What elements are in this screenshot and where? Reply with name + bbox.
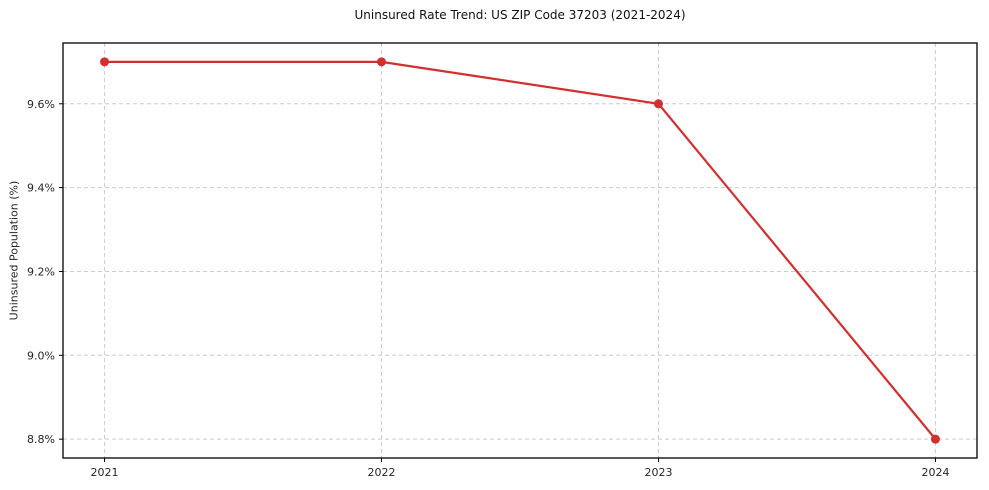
y-tick-label: 9.0%: [27, 349, 55, 362]
data-point-marker: [377, 57, 387, 67]
x-tick-label: 2024: [921, 466, 949, 479]
x-tick-label: 2022: [368, 466, 396, 479]
chart-title: Uninsured Rate Trend: US ZIP Code 37203 …: [354, 8, 686, 22]
y-tick-label: 9.2%: [27, 265, 55, 278]
trend-line: [103, 60, 937, 441]
plot-border: [62, 42, 978, 459]
data-point-marker: [930, 434, 940, 444]
x-tick-label: 2023: [644, 466, 672, 479]
y-tick-label: 9.4%: [27, 182, 55, 195]
y-tick-label: 8.8%: [27, 433, 55, 446]
data-point-marker: [653, 99, 663, 109]
x-tick-label: 2021: [91, 466, 119, 479]
y-tick-label: 9.6%: [27, 98, 55, 111]
data-point-marker: [100, 57, 110, 67]
